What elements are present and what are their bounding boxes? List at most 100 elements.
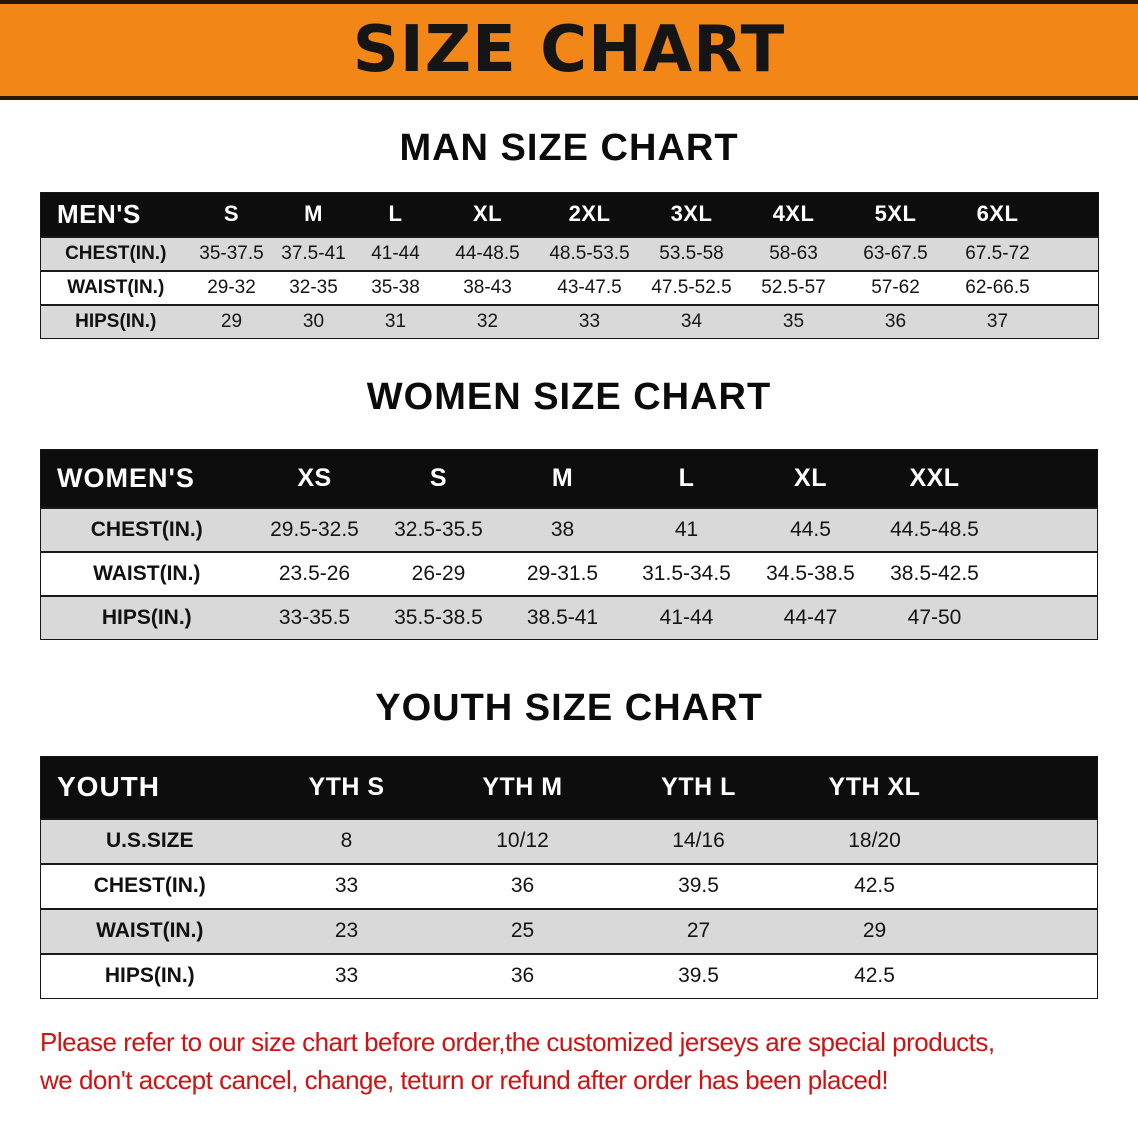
size-value-cell: 42.5	[854, 874, 895, 897]
size-value-cell: 10/12	[496, 829, 549, 852]
row-label: CHEST(IN.)	[90, 517, 203, 541]
size-value-cell: 33	[334, 874, 359, 897]
size-column-header: XXL	[872, 449, 997, 508]
size-value-cell: 42.5	[854, 964, 895, 988]
size-value-cell: 44-48.5	[455, 242, 520, 264]
size-column-header: XL	[436, 192, 539, 237]
size-value-cell: 41-44	[371, 242, 420, 264]
notice-line-1: Please refer to our size chart before or…	[40, 1027, 995, 1057]
size-value-cell: 32-35	[289, 276, 338, 298]
size-value-cell: 33	[334, 964, 359, 988]
row-label: U.S.SIZE	[105, 829, 194, 852]
size-column-header: YTH L	[610, 756, 787, 819]
size-value-cell: 44.5	[790, 517, 831, 541]
measurement-row: WAIST(IN.) 23 25 27 29	[40, 908, 1098, 954]
size-column-header: S	[190, 192, 273, 237]
size-value-cell: 30	[302, 310, 325, 332]
size-value-cell: 47-50	[907, 605, 962, 629]
size-column-header: XL	[748, 449, 873, 508]
size-column-header: YTH M	[434, 756, 611, 819]
size-value-cell: 35-38	[371, 276, 420, 298]
size-value-cell: 38.5-42.5	[890, 561, 979, 585]
size-value-cell: 31.5-34.5	[642, 561, 731, 585]
order-notice: Please refer to our size chart before or…	[40, 1023, 1098, 1099]
table-header-row: MEN'S S M L XL 2XL 3XL 4XL 5XL 6XL	[40, 192, 1099, 237]
women-size-chart-section: WOMEN SIZE CHART WOMEN'S XS S M L XL XXL CHEST(…	[40, 375, 1098, 640]
measurement-row: CHEST(IN.) 29.5-32.5 32.5-35.5 38 41 44.5 44.5…	[40, 507, 1098, 552]
row-label: HIPS(IN.)	[75, 310, 157, 332]
size-value-cell: 52.5-57	[761, 276, 826, 298]
filler-cell	[997, 596, 1098, 640]
size-value-cell: 31	[384, 310, 407, 332]
size-value-cell: 29	[862, 919, 887, 942]
size-column-header: 3XL	[640, 192, 743, 237]
size-value-cell: 35.5-38.5	[394, 605, 483, 629]
measurement-row: WAIST(IN.) 29-32 32-35 35-38 38-43 43-47.5 47.…	[40, 270, 1099, 305]
size-value-cell: 34	[680, 310, 703, 332]
filler-cell	[997, 552, 1098, 596]
size-value-cell: 26-29	[411, 561, 466, 585]
filler-cell	[962, 756, 1098, 819]
table-header-row: WOMEN'S XS S M L XL XXL	[40, 449, 1098, 508]
size-value-cell: 29	[220, 310, 243, 332]
size-value-cell: 36	[884, 310, 907, 332]
size-value-cell: 32	[476, 310, 499, 332]
size-value-cell: 47.5-52.5	[651, 276, 732, 298]
women-section-heading: WOMEN SIZE CHART	[366, 376, 772, 418]
size-column-header: YTH XL	[786, 756, 963, 819]
table-corner-label: MEN'S	[40, 192, 191, 237]
size-column-header: 2XL	[538, 192, 641, 237]
size-value-cell: 57-62	[871, 276, 920, 298]
table-corner-label: YOUTH	[40, 756, 259, 819]
size-value-cell: 23.5-26	[278, 561, 351, 585]
notice-line-2: we don't accept cancel, change, teturn o…	[40, 1065, 889, 1095]
measurement-row: CHEST(IN.) 35-37.5 37.5-41 41-44 44-48.5 48.5…	[40, 236, 1099, 271]
size-value-cell: 35	[782, 310, 805, 332]
size-value-cell: 29-31.5	[526, 561, 599, 585]
banner: SIZE CHART	[0, 0, 1138, 100]
size-value-cell: 27	[686, 919, 711, 942]
size-value-cell: 36	[510, 874, 535, 897]
measurement-row: WAIST(IN.) 23.5-26 26-29 29-31.5 31.5-34.5 34…	[40, 551, 1098, 596]
row-label: CHEST(IN.)	[93, 874, 206, 897]
filler-cell	[963, 954, 1098, 999]
size-value-cell: 62-66.5	[965, 276, 1030, 298]
size-value-cell: 44-47	[783, 605, 838, 629]
filler-cell	[1049, 305, 1099, 339]
size-value-cell: 53.5-58	[659, 242, 724, 264]
size-value-cell: 29-32	[207, 276, 256, 298]
row-label: WAIST(IN.)	[93, 561, 201, 585]
size-value-cell: 8	[340, 829, 353, 852]
size-value-cell: 48.5-53.5	[549, 242, 630, 264]
size-column-header: L	[354, 192, 437, 237]
size-value-cell: 18/20	[848, 829, 901, 852]
men-section-heading: MAN SIZE CHART	[399, 127, 739, 169]
youth-section-heading: YOUTH SIZE CHART	[375, 687, 763, 729]
filler-cell	[963, 819, 1098, 864]
size-column-header: YTH S	[258, 756, 435, 819]
filler-cell	[963, 864, 1098, 909]
size-column-header: M	[500, 449, 625, 508]
size-value-cell: 44.5-48.5	[890, 517, 979, 541]
filler-cell	[1049, 237, 1099, 271]
youth-size-table: YOUTH YTH S YTH M YTH L YTH XL U.S.SIZE 8 10/12…	[40, 756, 1098, 999]
youth-size-chart-section: YOUTH SIZE CHART YOUTH YTH S YTH M YTH L YTH…	[40, 686, 1098, 999]
measurement-row: U.S.SIZE 8 10/12 14/16 18/20	[40, 818, 1098, 864]
size-value-cell: 33-35.5	[278, 605, 351, 629]
women-size-table: WOMEN'S XS S M L XL XXL CHEST(IN.) 29.5-32.5 32.5…	[40, 449, 1098, 640]
size-value-cell: 58-63	[769, 242, 818, 264]
filler-cell	[1048, 192, 1099, 237]
size-value-cell: 39.5	[678, 964, 719, 988]
measurement-row: HIPS(IN.) 29 30 31 32 33 34 35 36 37	[40, 304, 1099, 339]
measurement-row: CHEST(IN.) 33 36 39.5 42.5	[40, 863, 1098, 909]
size-value-cell: 14/16	[672, 829, 725, 852]
size-column-header: 6XL	[946, 192, 1049, 237]
size-value-cell: 29.5-32.5	[270, 517, 359, 541]
row-label: HIPS(IN.)	[104, 964, 195, 988]
size-column-header: L	[624, 449, 749, 508]
size-column-header: S	[376, 449, 501, 508]
size-value-cell: 39.5	[678, 874, 719, 897]
filler-cell	[996, 449, 1098, 508]
size-value-cell: 37	[986, 310, 1009, 332]
men-size-chart-section: MAN SIZE CHART MEN'S S M L XL 2XL 3XL 4XL 5XL 6XL…	[40, 126, 1099, 339]
